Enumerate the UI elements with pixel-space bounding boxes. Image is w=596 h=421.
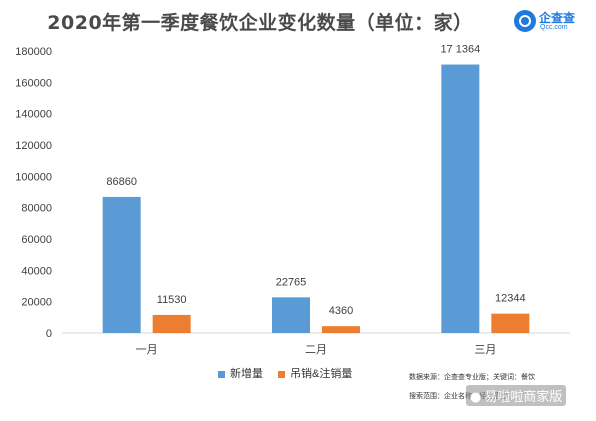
x-tick-label: 三月: [474, 343, 496, 356]
y-axis-ticks: 0 20000 40000 60000 80000 100000 120000 140000 1…: [15, 46, 52, 340]
bar-new-1: [102, 196, 141, 333]
legend-swatch-cancel: [278, 370, 286, 378]
legend-item-new: 新增量: [218, 365, 263, 381]
x-tick-label: 二月: [305, 343, 327, 356]
bar-cancel-1: [152, 314, 191, 333]
y-tick-label: 60000: [21, 234, 52, 246]
bar-new-3: [441, 64, 480, 334]
logo-sub: Qcc.com: [540, 24, 568, 31]
data-label-new-2: 22765: [276, 276, 307, 288]
bars: 86860 11530 22765 4360 17 1364 12344: [102, 44, 530, 334]
y-tick-label: 20000: [21, 297, 52, 309]
data-label-cancel-1: 11530: [157, 294, 187, 306]
footnote-source: 数据来源：企查查专业版；关键词：餐饮: [409, 374, 535, 381]
y-tick-label: 80000: [21, 203, 52, 215]
legend-item-cancel: 吊销&注销量: [278, 365, 352, 381]
y-tick-label: 180000: [15, 46, 52, 58]
watermark-text: 易啦啦商家版: [484, 390, 563, 405]
data-label-new-1: 86860: [106, 176, 137, 188]
watermark: ● 易啦啦商家版: [466, 385, 567, 406]
x-tick-label: 一月: [136, 343, 158, 356]
data-label-cancel-2: 4360: [329, 305, 353, 317]
bar-cancel-3: [491, 313, 530, 333]
y-tick-label: 100000: [15, 171, 52, 183]
qcc-logo-icon: [514, 10, 536, 32]
x-axis-ticks: 一月 二月 三月: [136, 343, 497, 356]
legend-swatch-new: [218, 370, 225, 378]
legend: 新增量 吊销&注销量: [218, 365, 364, 381]
legend-label-cancel: 吊销&注销量: [290, 368, 353, 380]
y-tick-label: 120000: [15, 140, 52, 152]
y-tick-label: 160000: [15, 77, 52, 89]
chat-bubble-icon: ●: [470, 390, 482, 405]
bar-new-2: [272, 297, 310, 333]
y-tick-label: 140000: [15, 109, 52, 121]
y-tick-label: 40000: [21, 265, 52, 277]
legend-label-new: 新增量: [230, 368, 263, 380]
footnote-scope: 搜索范围：企业名称、经营范围: [409, 393, 507, 400]
data-label-new-3: 17 1364: [440, 44, 480, 56]
qcc-logo: 企查查 Qcc.com: [514, 8, 594, 36]
chart-title: 2020年第一季度餐饮企业变化数量（单位：家）: [47, 12, 473, 34]
data-label-cancel-3: 12344: [495, 293, 526, 305]
bar-cancel-2: [322, 326, 360, 333]
y-tick-label: 0: [46, 328, 52, 340]
logo-name: 企查查: [539, 11, 576, 25]
